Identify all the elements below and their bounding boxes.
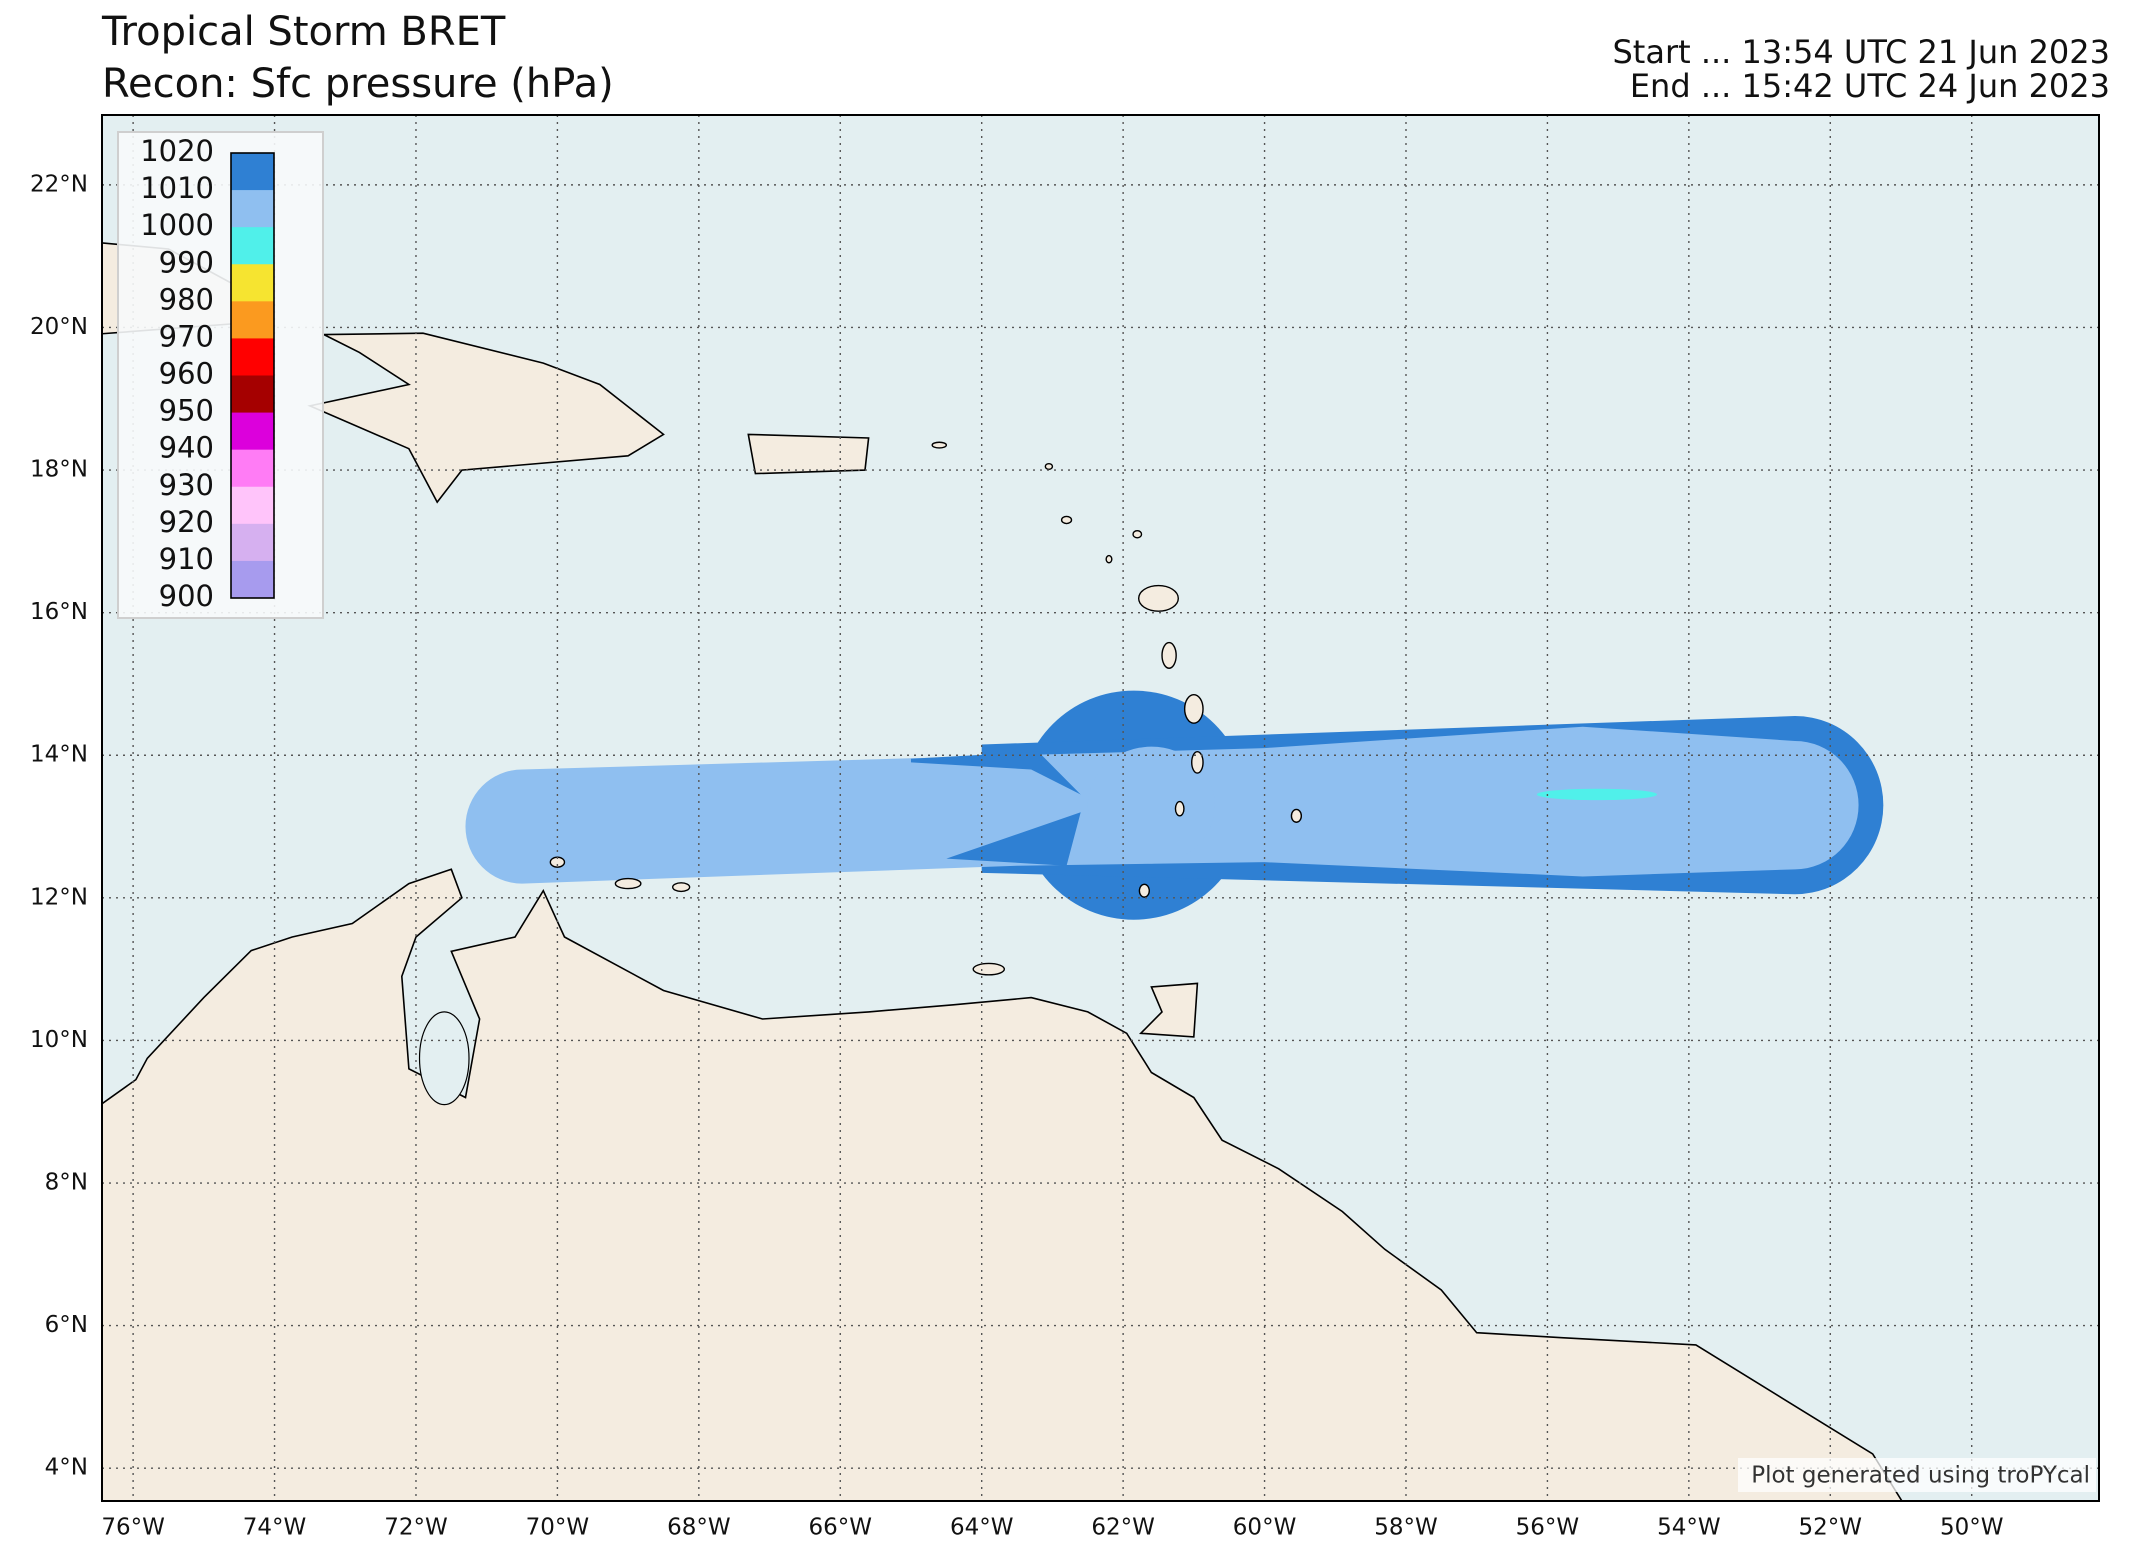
lat-tick-label: 22°N (30, 171, 88, 197)
colorbar-label: 900 (159, 579, 214, 613)
island (1137, 584, 1179, 612)
colorbar-label: 1020 (140, 134, 214, 168)
end-time: End ... 15:42 UTC 24 Jun 2023 (1630, 67, 2110, 105)
puerto-rico (747, 433, 870, 475)
lat-tick-label: 20°N (30, 314, 88, 340)
lon-tick-label: 58°W (1374, 1515, 1438, 1541)
colorbar-label: 1010 (140, 171, 214, 205)
colorbar-segment (231, 264, 274, 302)
colorbar-label: 920 (159, 505, 214, 539)
credit-box (1738, 1458, 2096, 1492)
lon-tick-label: 64°W (950, 1515, 1014, 1541)
lon-tick-label: 56°W (1516, 1515, 1580, 1541)
colorbar-segment (231, 153, 274, 191)
colorbar-label: 940 (159, 431, 214, 465)
island (1290, 808, 1303, 823)
swath-min (1536, 788, 1658, 801)
lat-tick-label: 6°N (45, 1312, 88, 1338)
lon-tick-label: 50°W (1940, 1515, 2004, 1541)
colorbar-segment (231, 190, 274, 228)
colorbar-label: 980 (159, 282, 214, 316)
colorbar-segment (231, 227, 274, 265)
colorbar-box (117, 131, 324, 619)
lon-tick-label: 68°W (667, 1515, 731, 1541)
lon-tick-label: 52°W (1799, 1515, 1863, 1541)
lon-tick-label: 60°W (1233, 1515, 1297, 1541)
colorbar-outline (230, 152, 275, 599)
trinidad (1139, 982, 1199, 1038)
lon-tick-label: 74°W (243, 1515, 307, 1541)
swath-west-dark (910, 751, 1081, 866)
island (1132, 529, 1143, 539)
start-time: Start ... 13:54 UTC 21 Jun 2023 (1612, 33, 2110, 71)
title: Tropical Storm BRET (101, 9, 506, 55)
lon-tick-label: 66°W (809, 1515, 873, 1541)
island (1183, 693, 1204, 724)
map-area (102, 115, 2099, 1501)
colorbar-label: 950 (159, 394, 214, 428)
island (671, 882, 691, 893)
island (1060, 515, 1073, 525)
axes: 76°W 74°W 72°W 70°W 68°W 66°W 64°W 62°W 60°W 58°W… (30, 171, 2003, 1540)
colorbar-segment (231, 560, 274, 599)
colorbar-segment (231, 523, 274, 562)
colorbar-label: 930 (159, 468, 214, 502)
lon-tick-label: 70°W (526, 1515, 590, 1541)
island (1161, 641, 1177, 669)
lake-maracaibo (418, 1011, 470, 1106)
lat-tick-label: 10°N (30, 1027, 88, 1053)
colorbar-segment (231, 301, 274, 339)
lat-tick-label: 16°N (30, 599, 88, 625)
island (1044, 462, 1054, 471)
colorbar-segment (231, 412, 274, 451)
south-america (102, 868, 1903, 1501)
lat-tick-label: 4°N (45, 1455, 88, 1481)
lon-tick-label: 76°W (101, 1515, 165, 1541)
subtitle: Recon: Sfc pressure (hPa) (102, 61, 614, 107)
swath-inner (1087, 746, 1216, 864)
island (1191, 750, 1204, 774)
lat-tick-label: 18°N (30, 457, 88, 483)
island (1138, 883, 1150, 898)
island (1174, 800, 1185, 817)
colorbar-segment (231, 449, 274, 488)
colorbar-label: 970 (159, 319, 214, 353)
colorbar-label: 1000 (140, 208, 214, 242)
lon-tick-label: 62°W (1091, 1515, 1155, 1541)
lat-tick-label: 8°N (45, 1170, 88, 1196)
colorbar-label: 960 (159, 357, 214, 391)
island (972, 962, 1006, 976)
hispaniola (307, 332, 665, 504)
credit: Plot generated using troPYcal (1751, 1463, 2090, 1489)
island (614, 877, 642, 890)
colorbar-label: 990 (159, 245, 214, 279)
colorbar-segment (231, 486, 274, 525)
island (931, 441, 948, 449)
colorbar-label: 910 (159, 542, 214, 576)
lon-tick-label: 72°W (384, 1515, 448, 1541)
lat-tick-label: 12°N (30, 884, 88, 910)
lon-tick-label: 54°W (1657, 1515, 1721, 1541)
island (1105, 554, 1113, 564)
lat-tick-label: 14°N (30, 742, 88, 768)
colorbar-segment (231, 338, 274, 376)
map-frame (101, 114, 2100, 1502)
colorbar-segment (231, 375, 274, 414)
